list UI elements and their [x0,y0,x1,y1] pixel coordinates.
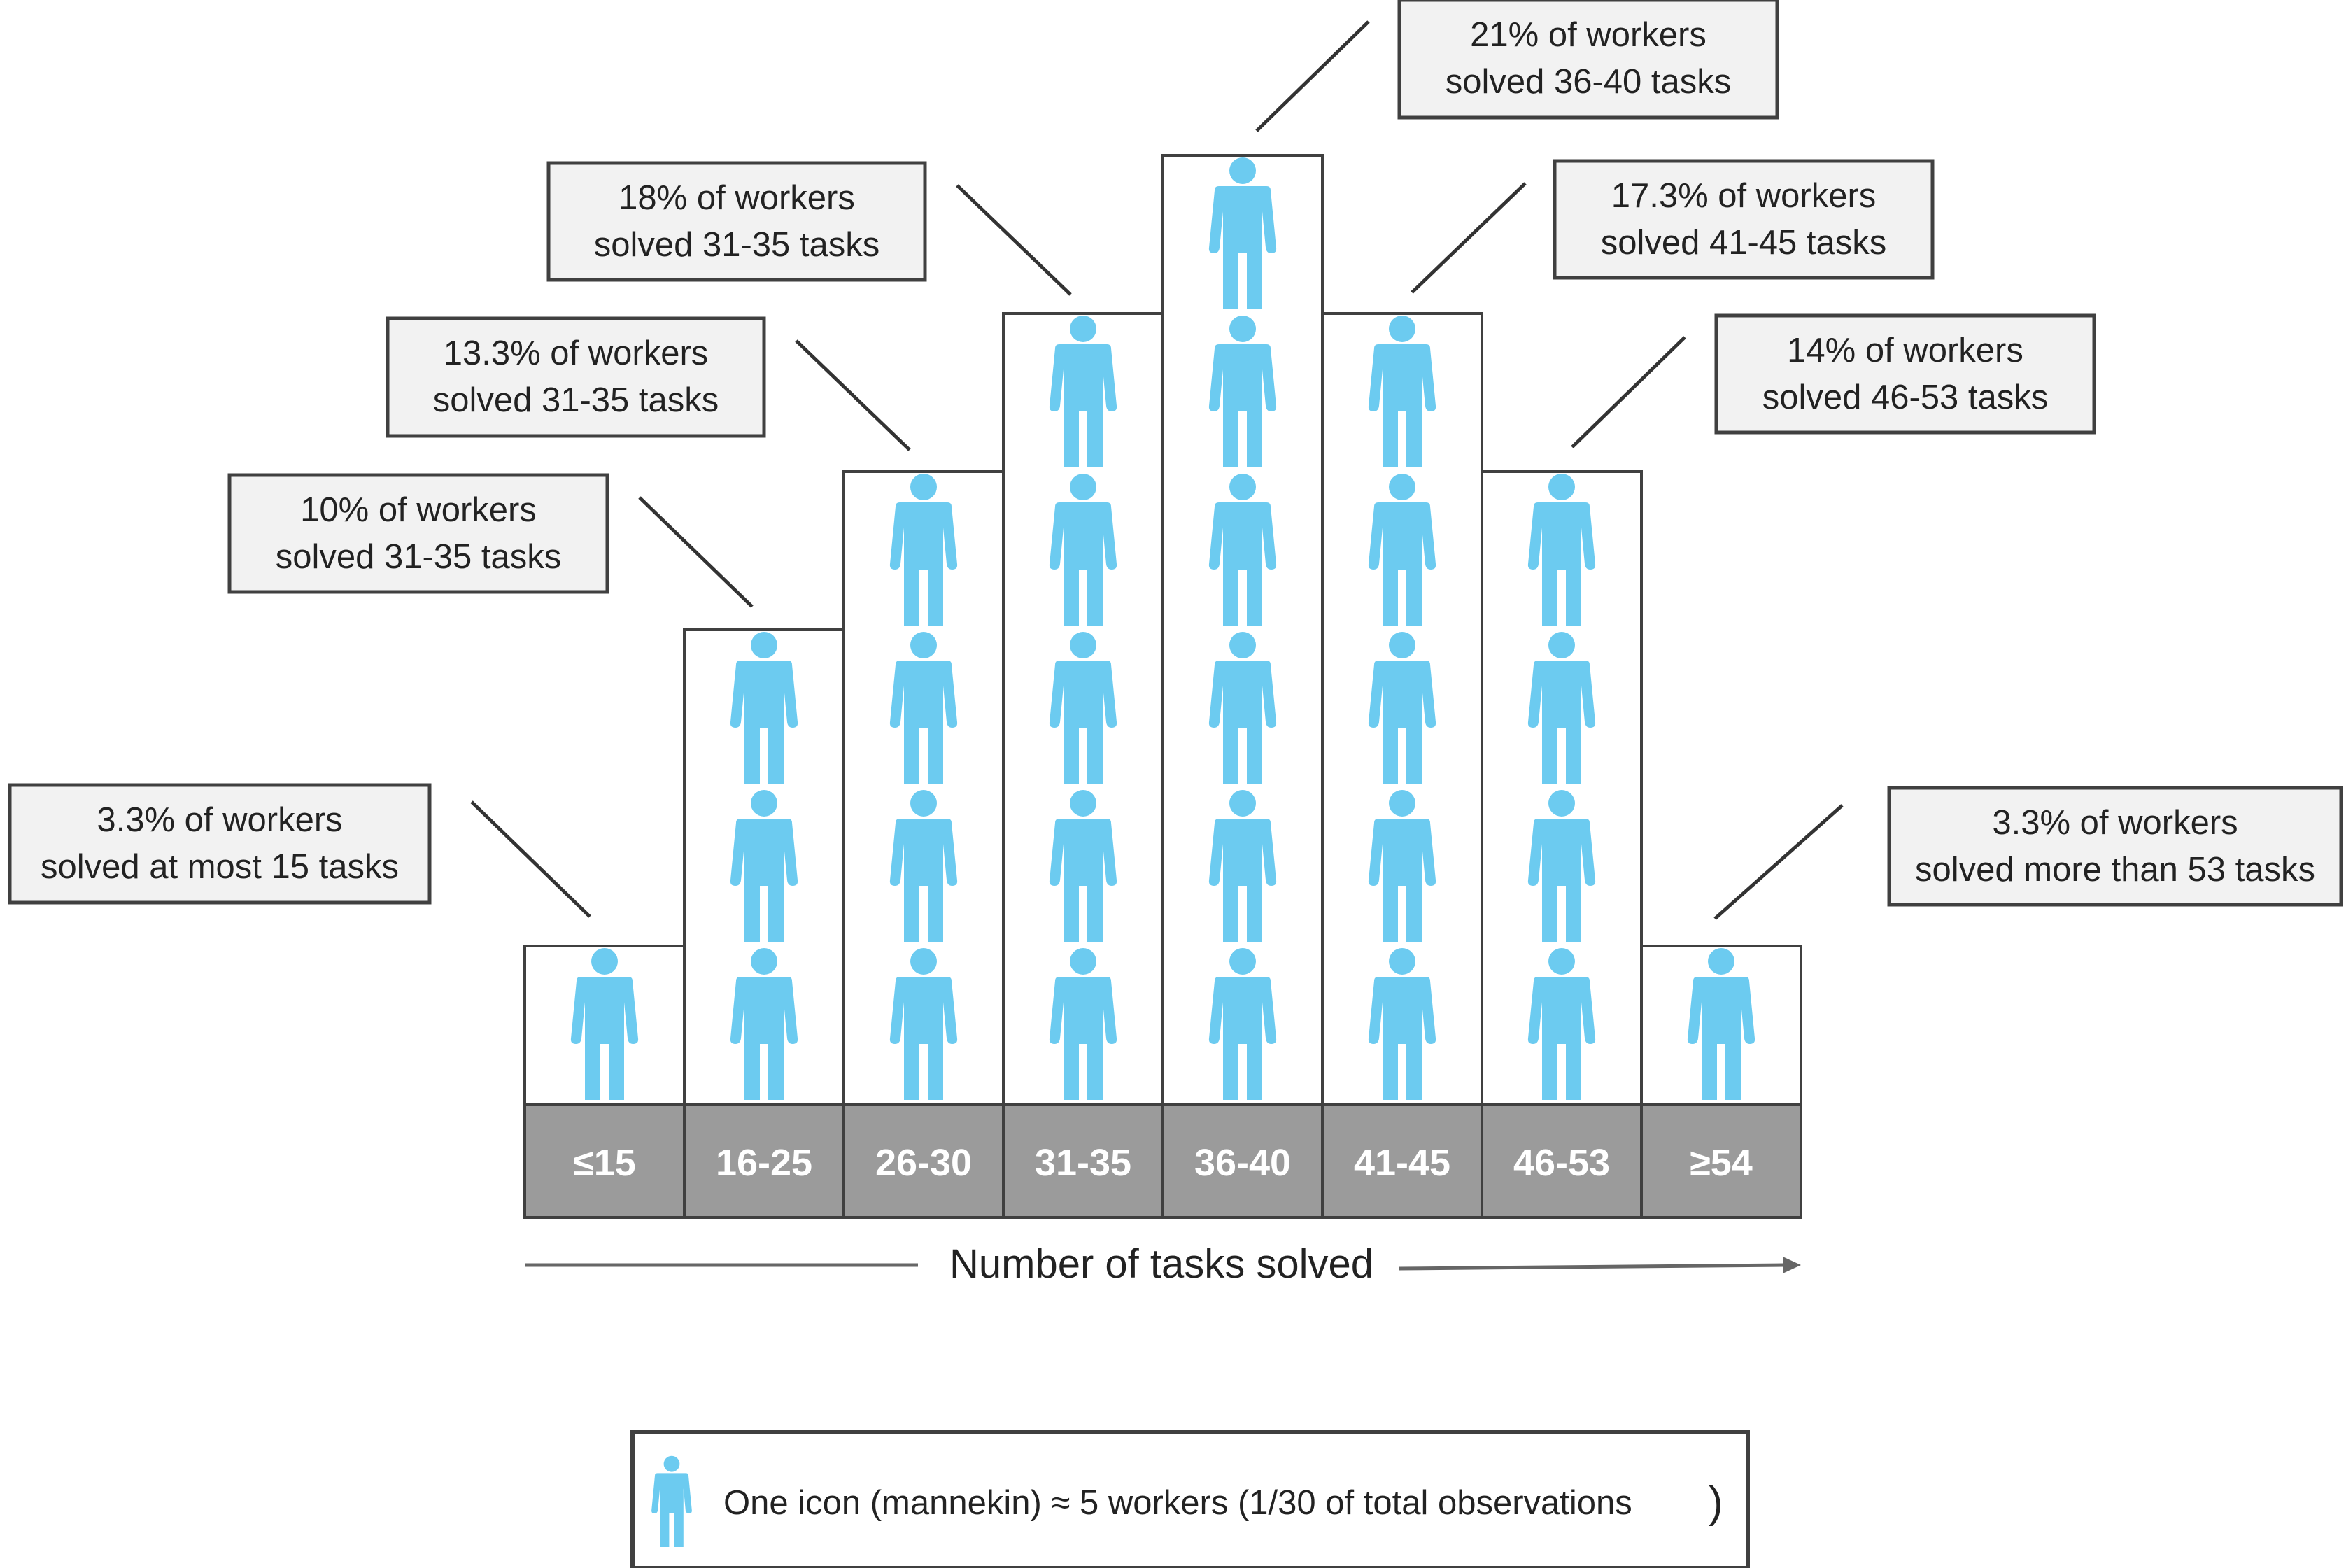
x-axis: Number of tasks solved [525,1241,1801,1287]
callout-leader-line [956,184,1072,296]
category-label: 41-45 [1354,1142,1450,1184]
callout-leader-line [1571,336,1686,448]
legend: One icon (mannekin) ≈ 5 workers (1/30 of… [630,1430,1750,1568]
callout-box [546,161,927,282]
callout-line-2: solved 31-35 tasks [276,538,562,576]
column-5 [1161,154,1324,1106]
category-cell [1321,1103,1483,1219]
column-3 [842,470,1005,1106]
callout-line-2: solved 41-45 tasks [1601,224,1887,262]
legend-box [630,1430,1750,1568]
callout-box [1887,786,2343,907]
callout-line-2: solved at most 15 tasks [41,848,399,886]
callout-box [227,473,609,594]
category-label: 26-30 [875,1142,972,1184]
callout-line-2: solved more than 53 tasks [1915,851,2315,889]
category-cell [523,1103,686,1219]
callout-box [1397,0,1779,120]
legend-text: One icon (mannekin) ≈ 5 workers (1/30 of… [723,1484,1632,1522]
category-label: 16-25 [716,1142,812,1184]
callout-line-1: 18% of workers [619,179,855,217]
category-band: ≤15 16-25 26-30 31-35 36-40 41-45 46-53 ≥54 [523,1103,1802,1219]
category-cell [1002,1103,1164,1219]
callout-line-1: 21% of workers [1470,16,1706,54]
axis-arrow-right-segment [1399,1263,1785,1271]
category-label: 36-40 [1194,1142,1291,1184]
callout-line-1: 3.3% of workers [97,801,342,839]
callout-box [8,783,432,905]
arrow-head-icon [1783,1257,1801,1273]
callout-leader-line [795,339,911,451]
callout-box [1714,313,2096,435]
callout-line-1: 14% of workers [1787,332,2023,369]
category-label: 46-53 [1513,1142,1610,1184]
callout-line-2: solved 46-53 tasks [1762,379,2049,416]
callout-leader-line [1713,804,1844,920]
callout-box [386,316,766,438]
icon-columns [523,154,1802,1106]
annotation-callouts: 3.3% of workers solved at most 15 tasks 10… [8,0,2343,920]
callout-line-1: 3.3% of workers [1992,804,2238,842]
callout-leader-line [1411,182,1527,294]
category-label: 31-35 [1035,1142,1131,1184]
x-axis-label: Number of tasks solved [949,1241,1373,1287]
callout-box [1553,159,1935,280]
callout-line-2: solved 31-35 tasks [594,226,880,264]
callout-line-1: 17.3% of workers [1611,177,1877,215]
legend-close-paren: ) [1709,1478,1723,1527]
callout-line-2: solved 36-40 tasks [1446,63,1732,101]
callout-line-2: solved 31-35 tasks [433,381,719,419]
callout-line-1: 13.3% of workers [444,334,709,372]
category-label: ≥54 [1690,1142,1753,1184]
callout-leader-line [470,800,591,918]
category-cell [1640,1103,1802,1219]
category-label: ≤15 [573,1142,636,1184]
callout-leader-line [638,496,754,608]
category-cell [1161,1103,1324,1219]
callout-leader-line [1255,20,1370,132]
category-cell [683,1103,845,1219]
callout-line-1: 10% of workers [300,491,537,529]
